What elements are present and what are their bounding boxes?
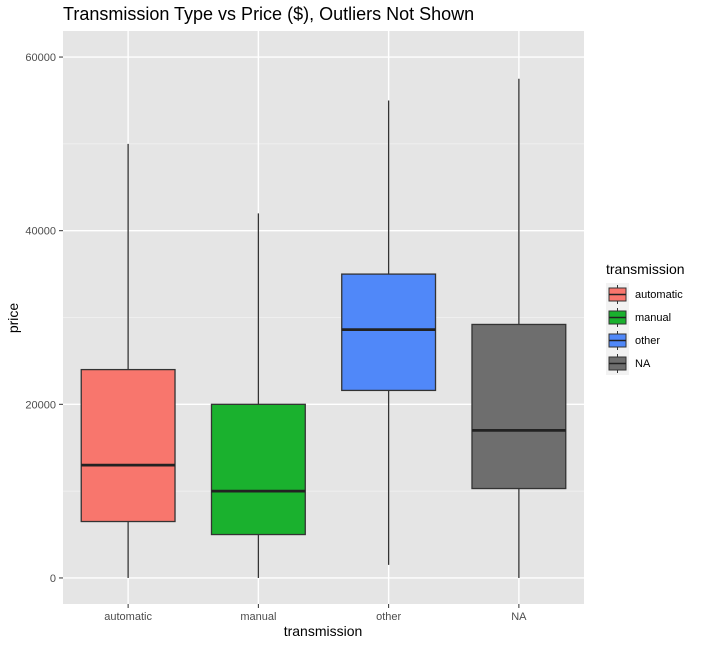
y-tick-label: 20000	[25, 399, 56, 411]
box-automatic	[80, 143, 176, 578]
legend-item-NA: NA	[606, 352, 651, 375]
x-axis-title: transmission	[284, 623, 363, 639]
box-other	[341, 100, 437, 565]
y-tick-label: 0	[50, 573, 56, 585]
legend-title: transmission	[606, 261, 685, 277]
box-iqr	[341, 273, 437, 392]
x-tick-label: NA	[511, 611, 527, 623]
box-manual	[210, 213, 306, 578]
box-iqr	[80, 368, 176, 523]
box-series	[80, 78, 567, 578]
legend-label: manual	[635, 312, 671, 324]
x-tick-label: other	[376, 611, 401, 623]
chart-title: Transmission Type vs Price ($), Outliers…	[63, 4, 474, 24]
legend-item-automatic: automatic	[606, 283, 683, 306]
legend-label: other	[635, 335, 660, 347]
x-axis: automatic manual other NA	[104, 604, 527, 623]
x-tick-label: manual	[240, 611, 276, 623]
legend-label: automatic	[635, 289, 683, 301]
legend-item-manual: manual	[606, 306, 671, 329]
legend: transmission automatic manual other NA	[606, 261, 685, 375]
y-tick-label: 40000	[25, 226, 56, 238]
y-axis-title: price	[5, 303, 21, 334]
legend-label: NA	[635, 358, 651, 370]
box-iqr	[210, 403, 306, 536]
y-tick-label: 60000	[25, 52, 56, 64]
x-tick-label: automatic	[104, 611, 152, 623]
box-NA	[471, 78, 567, 578]
y-axis: 0 20000 40000 60000	[25, 52, 63, 585]
legend-item-other: other	[606, 329, 660, 352]
box-iqr	[471, 323, 567, 490]
